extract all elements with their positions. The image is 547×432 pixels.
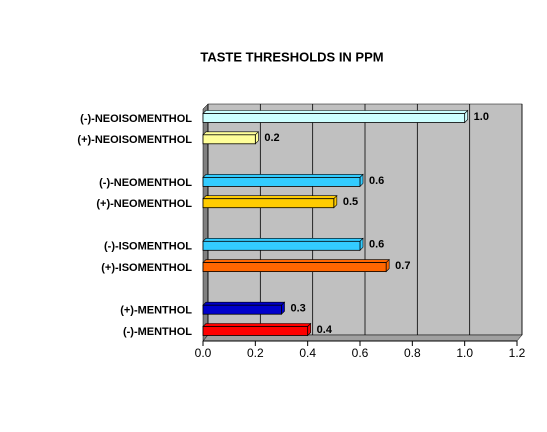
value-label: 1.0 xyxy=(474,111,489,123)
y-tick-label: (-)-MENTHOL xyxy=(123,326,192,338)
bar xyxy=(202,134,256,145)
y-tick-label: (+)-ISOMENTHOL xyxy=(101,262,192,274)
bar xyxy=(202,304,282,315)
bar-top xyxy=(202,195,338,199)
x-tick-label: 0.2 xyxy=(247,346,264,360)
bar-top xyxy=(202,131,260,136)
x-tick-label: 0.4 xyxy=(299,346,316,360)
value-label: 0.6 xyxy=(369,239,384,251)
x-tick-label: 1.0 xyxy=(456,346,473,360)
y-tick-label: (-)-ISOMENTHOL xyxy=(104,241,192,253)
bar-top xyxy=(202,174,364,178)
bar-top xyxy=(202,259,390,263)
x-tick-label: 0.6 xyxy=(352,346,369,360)
y-tick-label: (-)-NEOISOMENTHOL xyxy=(80,113,192,125)
value-label: 0.2 xyxy=(264,132,279,144)
x-tick-label: 0.0 xyxy=(195,346,212,360)
y-tick-label: (+)-NEOMENTHOL xyxy=(96,198,192,210)
chart-title: TASTE THRESHOLDS IN PPM xyxy=(200,49,383,64)
bar-top xyxy=(202,301,286,306)
y-tick-label: (+)-MENTHOL xyxy=(120,305,192,317)
bar xyxy=(202,176,361,187)
value-label: 0.5 xyxy=(343,196,358,208)
bar xyxy=(202,198,335,209)
bar xyxy=(202,240,361,251)
bar xyxy=(202,113,466,123)
bar-top xyxy=(202,110,469,114)
value-label: 0.4 xyxy=(317,324,333,336)
bar-top xyxy=(202,323,312,327)
y-tick-label: (-)-NEOMENTHOL xyxy=(99,177,192,189)
value-label: 0.7 xyxy=(395,260,410,272)
value-label: 0.6 xyxy=(369,175,384,187)
bar xyxy=(202,326,309,336)
y-tick-label: (+)-NEOISOMENTHOL xyxy=(77,134,192,146)
value-label: 0.3 xyxy=(291,303,306,315)
bar-top xyxy=(202,238,364,242)
x-tick-label: 0.8 xyxy=(404,346,421,360)
bar xyxy=(202,262,387,273)
x-tick-label: 1.2 xyxy=(509,346,526,360)
